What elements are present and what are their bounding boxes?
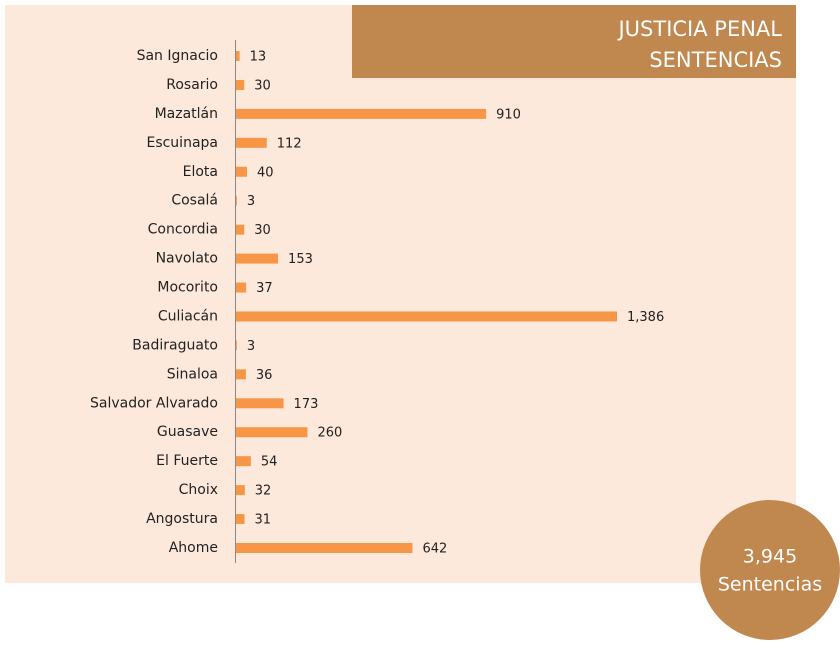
bar [236,282,247,293]
bar [236,427,308,438]
value-label: 31 [255,513,272,528]
bar [236,340,237,351]
category-label: Sinaloa [167,366,218,382]
bar [236,224,245,235]
title-box [352,5,796,78]
category-label: San Ignacio [137,48,218,64]
total-value: 3,945 [743,546,797,568]
category-label: Choix [179,482,218,498]
panel [5,5,796,583]
value-label: 30 [254,78,271,93]
value-label: 260 [317,426,342,441]
category-label: Elota [183,164,218,180]
bar [236,108,487,119]
bar [236,311,617,322]
bar [236,253,279,264]
value-label: 1,386 [627,310,664,325]
bar [236,51,240,61]
category-label: Escuinapa [146,135,218,151]
bar [236,514,245,525]
chart-subtitle: SENTENCIAS [649,48,782,72]
category-label: Guasave [157,424,218,440]
value-label: 173 [294,397,319,412]
category-label: Salvador Alvarado [90,395,218,411]
value-label: 642 [422,542,447,557]
bar [236,137,267,148]
value-label: 32 [255,484,272,499]
category-label: Mazatlán [155,106,218,122]
bar [236,195,237,206]
category-label: Angostura [146,511,218,527]
value-label: 36 [256,368,273,383]
bar [236,543,413,553]
value-label: 54 [261,455,278,470]
value-label: 112 [277,136,302,151]
chart-title: JUSTICIA PENAL [616,17,782,41]
category-label: Navolato [156,251,218,267]
category-label: Culiacán [158,308,218,324]
total-circle [700,500,840,640]
category-label: Rosario [166,77,218,93]
category-label: Concordia [148,222,218,238]
bar [236,485,245,496]
category-label: Badiraguato [132,337,218,353]
value-label: 40 [257,165,274,180]
value-label: 13 [250,50,267,65]
bar [236,456,251,467]
bar [236,166,247,177]
value-label: 153 [288,252,313,267]
category-label: Ahome [169,540,218,556]
total-caption: Sentencias [718,574,822,596]
value-label: 30 [254,223,271,238]
category-label: Mocorito [157,280,218,296]
value-label: 910 [496,107,521,122]
category-label: Cosalá [171,193,218,209]
category-label: El Fuerte [156,453,218,469]
value-label: 3 [247,339,255,354]
value-label: 37 [256,281,273,296]
bar [236,398,284,409]
bar [236,369,246,380]
value-label: 3 [247,194,255,209]
bar [236,79,245,90]
